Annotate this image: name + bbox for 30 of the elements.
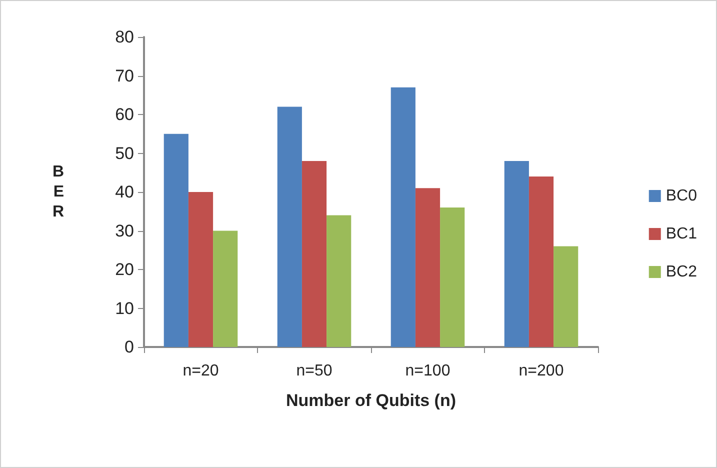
y-tick-label: 20	[115, 260, 134, 279]
y-tick-label: 0	[124, 338, 134, 356]
bar	[440, 208, 465, 347]
bar	[302, 161, 327, 347]
legend-label: BC1	[666, 226, 698, 242]
bar	[554, 246, 578, 347]
legend-label: BC0	[666, 188, 698, 204]
x-tick-label: n=20	[182, 362, 219, 380]
bar	[528, 176, 554, 347]
bar	[390, 87, 416, 347]
bar	[213, 230, 238, 347]
x-axis-title: Number of Qubits (n)	[286, 391, 456, 410]
bar	[415, 188, 440, 347]
y-tick-label: 10	[115, 298, 134, 318]
bar	[164, 134, 188, 347]
y-tick-label: 50	[115, 144, 134, 163]
x-tick-label: n=200	[518, 362, 564, 380]
y-tick-label: 60	[115, 105, 134, 124]
legend-label: BC2	[666, 264, 698, 280]
bar	[277, 106, 302, 347]
y-tick-label: 80	[115, 28, 134, 46]
bar	[188, 192, 214, 347]
bar	[326, 215, 352, 347]
y-tick-label: 70	[115, 66, 134, 86]
y-tick-label: 40	[115, 182, 134, 202]
y-axis-title: BER	[52, 164, 64, 220]
x-tick-label: n=50	[296, 362, 332, 380]
bar	[504, 161, 529, 347]
y-tick-label: 30	[115, 221, 134, 240]
x-tick-label: n=100	[405, 362, 450, 380]
